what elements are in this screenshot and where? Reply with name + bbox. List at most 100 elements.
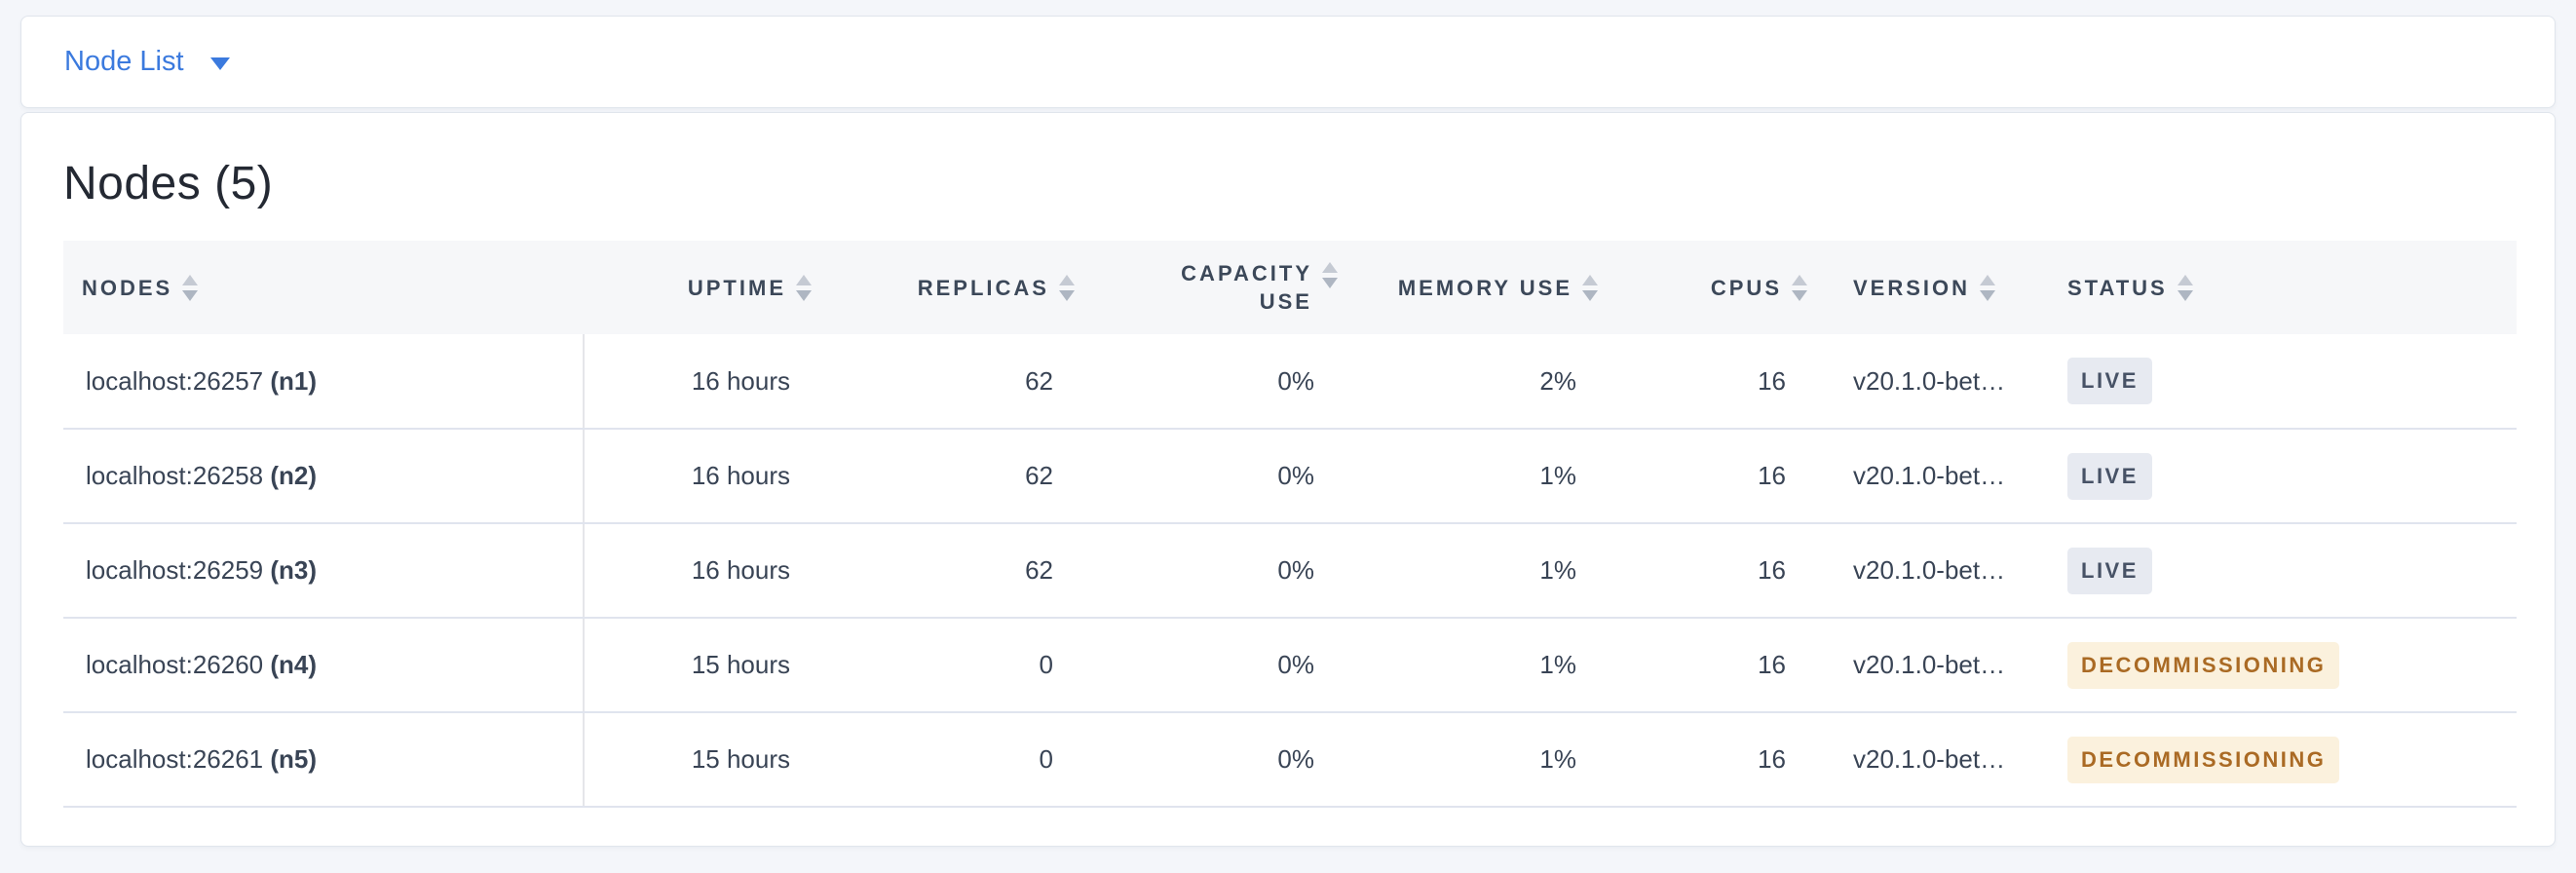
sort-up-icon <box>1322 262 1338 273</box>
cell-replicas: 62 <box>819 429 1082 524</box>
sort-down-icon <box>2177 289 2193 301</box>
table-row: localhost:26261 (n5) 15 hours 0 0% 1% 16 v20.1… <box>63 712 2517 808</box>
sort-up-icon <box>796 274 812 285</box>
table-header: NODES UPTIME REPLICAS CAPACITY USE MEMORY US… <box>63 241 2517 334</box>
column-header-version[interactable]: VERSION <box>1815 241 2042 334</box>
nodes-table: NODES UPTIME REPLICAS CAPACITY USE MEMORY US… <box>63 241 2517 808</box>
sort-down-icon <box>1322 278 1338 288</box>
node-id: (n2) <box>270 461 318 490</box>
cell-memory: 1% <box>1345 618 1606 713</box>
sort-up-icon <box>1792 274 1807 285</box>
cell-uptime: 15 hours <box>584 712 819 808</box>
cell-replicas: 0 <box>819 712 1082 808</box>
sort-down-icon <box>1059 289 1075 301</box>
sort-down-icon <box>182 289 199 301</box>
column-label: STATUS <box>2067 275 2168 300</box>
cell-uptime: 16 hours <box>584 523 819 619</box>
sort-arrows-icon <box>794 274 814 301</box>
cell-version: v20.1.0-bet… <box>1815 429 2042 524</box>
view-selector-dropdown[interactable]: Node List <box>20 16 2556 108</box>
cell-replicas: 0 <box>819 618 1082 713</box>
cell-replicas: 62 <box>819 523 1082 619</box>
cell-replicas: 62 <box>819 334 1082 430</box>
sort-arrows-icon <box>180 274 200 301</box>
column-header-status[interactable]: STATUS <box>2042 241 2517 334</box>
column-label: REPLICAS <box>917 275 1049 300</box>
column-label: VERSION <box>1853 275 1971 300</box>
column-header-inner: CPUS <box>1606 274 1815 302</box>
node-id: (n1) <box>270 365 318 396</box>
cell-cpus: 16 <box>1606 429 1815 524</box>
cell-memory: 2% <box>1345 334 1606 430</box>
cell-uptime: 15 hours <box>584 618 819 713</box>
sort-arrows-icon <box>1320 262 1340 288</box>
cell-cpus: 16 <box>1606 523 1815 619</box>
column-header-inner: CAPACITY USE <box>1082 241 1345 316</box>
column-header-node[interactable]: NODES <box>63 241 584 334</box>
column-header-uptime[interactable]: UPTIME <box>584 241 819 334</box>
column-label: CAPACITY USE <box>1181 261 1312 314</box>
cell-status: DECOMMISSIONING <box>2042 618 2517 713</box>
cell-memory: 1% <box>1345 712 1606 808</box>
column-header-cpus[interactable]: CPUS <box>1606 241 1815 334</box>
node-address: localhost:26258 <box>86 461 264 490</box>
column-header-inner: UPTIME <box>584 274 819 302</box>
column-header-replicas[interactable]: REPLICAS <box>819 241 1082 334</box>
cell-node: localhost:26260 (n4) <box>63 618 585 713</box>
cell-cpus: 16 <box>1606 334 1815 430</box>
sort-down-icon <box>796 289 812 301</box>
column-label: NODES <box>82 275 173 300</box>
column-header-inner: STATUS <box>2042 274 2517 302</box>
cell-capacity: 0% <box>1082 618 1345 713</box>
cell-capacity: 0% <box>1082 523 1345 619</box>
node-address: localhost:26259 <box>86 555 264 585</box>
node-id: (n5) <box>270 744 318 774</box>
cell-status: LIVE <box>2042 523 2517 619</box>
cell-uptime: 16 hours <box>584 429 819 524</box>
cell-status: DECOMMISSIONING <box>2042 712 2517 808</box>
node-id: (n4) <box>270 650 318 679</box>
status-badge: DECOMMISSIONING <box>2067 641 2340 689</box>
sort-arrows-icon <box>1978 274 1997 301</box>
sort-up-icon <box>1582 274 1598 285</box>
status-badge: LIVE <box>2067 452 2152 500</box>
column-header-inner: VERSION <box>1815 274 2042 302</box>
sort-up-icon <box>182 274 199 285</box>
column-header-capacity[interactable]: CAPACITY USE <box>1082 241 1345 334</box>
sort-up-icon <box>2177 274 2193 285</box>
status-badge: LIVE <box>2067 358 2152 404</box>
column-header-inner: MEMORY USE <box>1345 274 1606 302</box>
sort-up-icon <box>1059 274 1075 285</box>
cell-capacity: 0% <box>1082 429 1345 524</box>
cell-capacity: 0% <box>1082 712 1345 808</box>
table-row: localhost:26257 (n1) 16 hours 62 0% 2% 16 v20.… <box>63 334 2517 430</box>
sort-arrows-icon <box>1790 274 1809 301</box>
status-badge: DECOMMISSIONING <box>2067 736 2340 783</box>
column-header-memory[interactable]: MEMORY USE <box>1345 241 1606 334</box>
cell-version: v20.1.0-bet… <box>1815 712 2042 808</box>
node-address: localhost:26260 <box>86 650 264 679</box>
sort-down-icon <box>1582 289 1598 301</box>
sort-down-icon <box>1980 289 1996 301</box>
page-title: Nodes (5) <box>63 158 274 209</box>
column-header-inner: NODES <box>63 274 584 302</box>
sort-arrows-icon <box>2176 274 2195 301</box>
node-address: localhost:26257 <box>86 365 264 396</box>
cell-cpus: 16 <box>1606 618 1815 713</box>
sort-arrows-icon <box>1580 274 1600 301</box>
cell-memory: 1% <box>1345 429 1606 524</box>
node-id: (n3) <box>270 555 318 585</box>
sort-arrows-icon <box>1057 274 1077 301</box>
column-header-inner: REPLICAS <box>819 274 1082 302</box>
table-body: localhost:26257 (n1) 16 hours 62 0% 2% 16 v20.… <box>63 334 2517 808</box>
cell-node: localhost:26258 (n2) <box>63 429 585 524</box>
status-badge: LIVE <box>2067 547 2152 594</box>
cell-cpus: 16 <box>1606 712 1815 808</box>
cell-status: LIVE <box>2042 429 2517 524</box>
cell-node: localhost:26257 (n1) <box>63 334 585 430</box>
caret-down-icon <box>209 57 230 70</box>
nodes-card: Nodes (5) NODES UPTIME REPLICAS CAPACITY US… <box>20 112 2556 847</box>
column-label: UPTIME <box>687 275 786 300</box>
column-label: MEMORY USE <box>1397 275 1572 300</box>
table-row: localhost:26260 (n4) 15 hours 0 0% 1% 16 v20.1… <box>63 618 2517 713</box>
